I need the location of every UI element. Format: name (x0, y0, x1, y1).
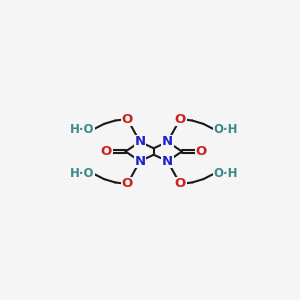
Text: N: N (134, 155, 146, 168)
Text: O: O (101, 145, 112, 158)
Text: O: O (175, 178, 186, 190)
Text: O·H: O·H (214, 122, 238, 136)
Text: O: O (175, 112, 186, 125)
Text: N: N (162, 135, 173, 148)
Text: N: N (162, 155, 173, 168)
Text: H·O: H·O (70, 122, 94, 136)
Text: N: N (134, 135, 146, 148)
Text: O: O (122, 178, 133, 190)
Text: O: O (122, 112, 133, 125)
Text: H·O: H·O (70, 167, 94, 181)
Text: O·H: O·H (214, 167, 238, 181)
Text: O: O (196, 145, 207, 158)
